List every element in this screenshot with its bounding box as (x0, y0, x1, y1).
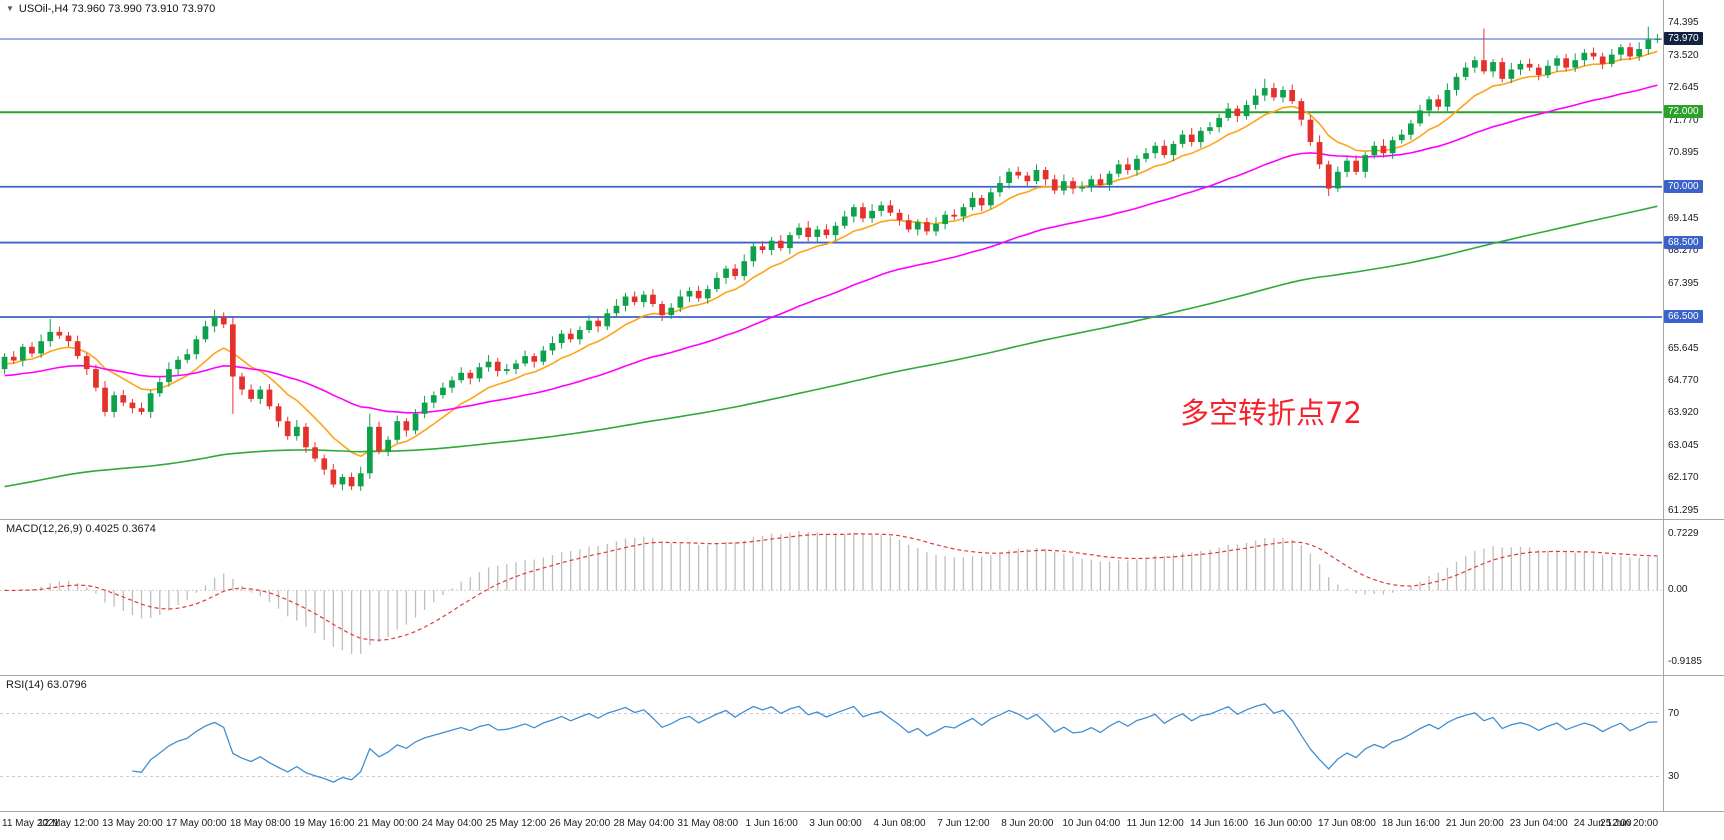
collapse-chart-icon[interactable]: ▼ (6, 4, 14, 13)
macd-indicator-label: MACD(12,26,9) 0.4025 0.3674 (6, 523, 156, 535)
chart-legend: ▼ USOil-,H4 73.960 73.990 73.910 73.970 (6, 3, 215, 15)
rsi-indicator-label: RSI(14) 63.0796 (6, 679, 87, 691)
trade-note-annotation: 多空转折点72 (1180, 396, 1362, 430)
symbol-ohlc-text: USOil-,H4 73.960 73.990 73.910 73.970 (18, 3, 216, 15)
